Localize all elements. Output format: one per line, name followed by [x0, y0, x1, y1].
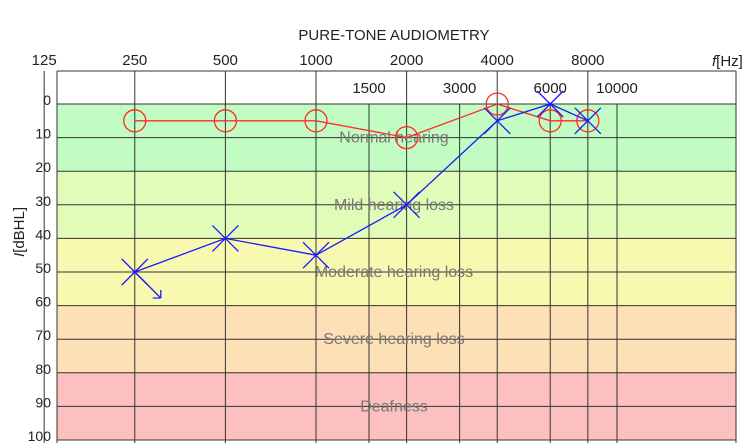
grid — [43, 70, 737, 443]
series-1-point-6 — [574, 107, 602, 135]
series-0-point-3 — [394, 125, 419, 150]
y-axis-label: I[dBHL] — [11, 207, 28, 257]
x-tick-500: 500 — [213, 52, 238, 69]
y-tick-80: 80 — [35, 361, 51, 377]
y-tick-0: 0 — [43, 92, 51, 108]
band-label-1: Mild hearing loss — [334, 197, 454, 214]
y-tick-40: 40 — [35, 226, 51, 242]
band-label-4: Deafness — [360, 398, 428, 415]
y-tick-20: 20 — [35, 159, 51, 175]
x-tick-3000: 3000 — [443, 80, 476, 97]
x-tick-2000: 2000 — [390, 52, 423, 69]
x-tick-10000: 10000 — [596, 80, 638, 97]
series-1-arrow — [134, 271, 162, 299]
x-tick-250: 250 — [122, 52, 147, 69]
band-label-0: Normal hearing — [339, 130, 448, 147]
y-tick-100: 100 — [28, 428, 52, 443]
x-tick-1500: 1500 — [352, 80, 385, 97]
y-axis-symbol: I — [11, 253, 28, 257]
y-tick-70: 70 — [35, 327, 51, 343]
y-tick-30: 30 — [35, 193, 51, 209]
x-axis-label: f[Hz] — [712, 53, 743, 70]
series-0-point-0 — [123, 109, 147, 133]
y-tick-90: 90 — [35, 394, 51, 410]
series-0-point-2 — [304, 109, 328, 133]
series-0-point-4 — [485, 92, 509, 116]
band-label-2: Moderate hearing loss — [315, 264, 473, 281]
chart-title: PURE-TONE AUDIOMETRY — [298, 27, 489, 44]
series-0-line — [134, 103, 588, 139]
series-1-point-1 — [211, 224, 239, 252]
x-tick-1000: 1000 — [299, 52, 332, 69]
x-axis-symbol: f — [712, 53, 718, 70]
series-0-point-6 — [576, 109, 600, 133]
x-tick-125: 125 — [32, 52, 57, 69]
y-tick-60: 60 — [35, 294, 51, 310]
series-0 — [123, 92, 600, 150]
series-0-point-5 — [538, 109, 562, 133]
series-1 — [121, 90, 602, 299]
series-1-point-4 — [483, 107, 511, 135]
series-1-point-5 — [536, 90, 564, 118]
series-0-point-1 — [213, 109, 238, 133]
x-tick-4000: 4000 — [481, 52, 514, 69]
y-tick-labels: 0 10 20 30 40 50 60 70 80 90 100 — [28, 92, 52, 443]
x-axis-unit: [Hz] — [716, 53, 743, 70]
series-1-point-3 — [393, 191, 421, 219]
x-tick-6000: 6000 — [534, 80, 567, 97]
band-label-3: Severe hearing loss — [323, 331, 464, 348]
band-labels: Normal hearing Mild hearing loss Moderate … — [315, 130, 473, 416]
series-1-point-2 — [302, 241, 330, 269]
y-tick-10: 10 — [35, 126, 51, 142]
y-axis-unit: [dBHL] — [11, 207, 28, 253]
series-layer — [121, 90, 602, 299]
y-tick-50: 50 — [35, 260, 51, 276]
x-tick-labels: 125 250 500 1000 2000 4000 8000 1500 3000 6000 100… — [32, 52, 638, 97]
x-tick-8000: 8000 — [571, 52, 604, 69]
